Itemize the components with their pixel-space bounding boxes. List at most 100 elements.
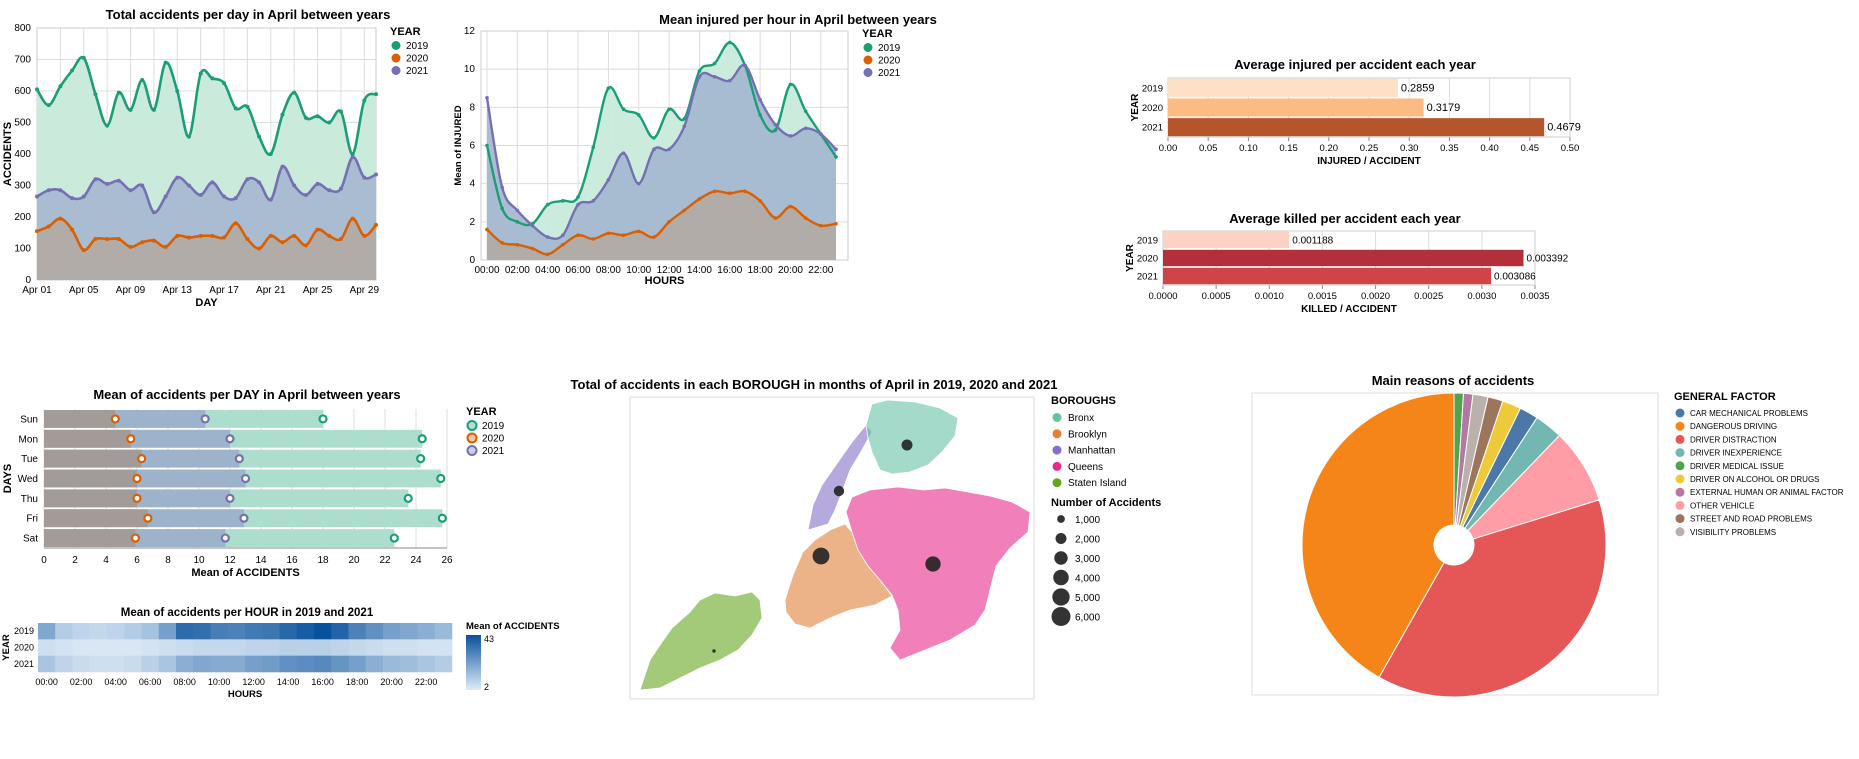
point-2020: [667, 220, 671, 224]
legend-title: GENERAL FACTOR: [1674, 391, 1776, 403]
legend-title: YEAR: [862, 28, 893, 40]
legend-swatch-EXTERNAL HUMAN OR ANIMAL FACTOR: [1675, 487, 1685, 497]
point-2019: [151, 107, 156, 112]
heat-cell-2020: [365, 639, 384, 656]
x-tick-label: Apr 05: [69, 285, 99, 296]
legend-swatch-Staten Island: [1052, 478, 1062, 488]
point-2020: [268, 233, 273, 238]
point-2021-Wed: [240, 473, 251, 484]
y-axis-title: YEAR: [1130, 93, 1141, 122]
point-2020: [819, 223, 823, 228]
point-2020-Mon: [126, 434, 136, 444]
point-2021: [163, 194, 168, 199]
x-tick-label: 16: [286, 555, 298, 566]
chart-avg-killed: 0.0000 0.0005 0.0010 0.0015 0.0020 0.0025 0.00…: [1125, 230, 1569, 315]
point-2021: [292, 183, 297, 188]
point-2019: [636, 113, 641, 117]
x-tick-label: 4: [103, 555, 109, 566]
point-2020: [500, 241, 504, 245]
heat-cell-2019: [279, 623, 298, 640]
point-2021: [819, 132, 823, 136]
point-2019: [621, 107, 626, 112]
heat-cell-2019: [141, 623, 160, 640]
heat-cell-2019: [262, 623, 280, 640]
chart-avg-injured: 0.00 0.05 0.10 0.15 0.20 0.25 0.30 0.35 0.40 0.45…: [1130, 77, 1581, 167]
heat-cell-2021: [107, 655, 125, 673]
heat-cell-2021: [434, 655, 453, 673]
x-tick-label: 0.40: [1480, 143, 1499, 154]
legend-min-label: 2: [484, 682, 489, 692]
heat-cell-2020: [383, 639, 401, 656]
point-2021: [606, 178, 611, 182]
point-2019: [773, 128, 778, 133]
point-2019: [697, 69, 702, 73]
point-2019: [500, 206, 504, 211]
borough-bubble-queens: [925, 556, 941, 572]
legend-label-DRIVER DISTRACTION: DRIVER DISTRACTION: [1690, 435, 1777, 444]
area-2020: [487, 190, 836, 260]
bar-2020: [1163, 249, 1524, 267]
heat-cell-2021: [176, 655, 194, 673]
point-2020: [163, 244, 168, 249]
point-2021: [245, 177, 250, 182]
point-2020: [222, 235, 227, 240]
legend-swatch-fill-2019: [467, 421, 477, 430]
point-2021-Thu: [225, 493, 235, 503]
point-2020: [682, 208, 687, 213]
legend-swatch-2019: [466, 420, 478, 431]
point-2020: [140, 240, 145, 245]
heat-cell-2021: [227, 655, 246, 673]
legend-swatch-Queens: [1052, 461, 1062, 471]
heat-cell-2019: [365, 623, 384, 640]
data-label-2020: 0.003392: [1527, 254, 1569, 265]
legend-label-2019: 2019: [482, 421, 505, 432]
point-2021: [58, 188, 63, 193]
point-2021: [210, 180, 215, 185]
point-2019: [303, 115, 308, 120]
point-2021-Fri: [239, 513, 249, 523]
y-tick-label: 2019: [1137, 236, 1158, 247]
y-tick-label: 2: [469, 217, 475, 228]
point-2019: [712, 61, 717, 66]
size-legend-label: 6,000: [1075, 613, 1100, 624]
x-tick-label: 14:00: [277, 677, 300, 687]
point-2020: [606, 231, 611, 236]
point-2020-Fri: [143, 513, 153, 523]
y-tick-label: 10: [464, 64, 476, 75]
x-tick-label: Apr 17: [209, 285, 239, 296]
point-2019: [834, 155, 838, 159]
point-2020: [485, 227, 489, 232]
y-tick-label: Sun: [20, 414, 38, 425]
legend-swatch-DANGEROUS DRIVING: [1675, 421, 1685, 431]
y-tick-label: 500: [14, 118, 31, 129]
point-2021: [500, 185, 504, 190]
y-axis-title: YEAR: [1125, 243, 1136, 272]
heat-cell-2021: [400, 655, 418, 673]
data-label-2019: 0.001188: [1292, 236, 1333, 247]
heat-cell-2019: [245, 623, 263, 640]
data-label-2021: 0.4679: [1547, 122, 1581, 134]
point-2019-Mon: [417, 434, 427, 444]
heat-cell-2019: [158, 623, 177, 640]
legend-label-2019: 2019: [878, 43, 901, 54]
size-legend-label: 5,000: [1075, 593, 1100, 604]
heat-cell-2019: [227, 623, 246, 640]
x-tick-label: 0.05: [1199, 143, 1218, 154]
point-2021: [682, 124, 687, 129]
heat-cell-2019: [400, 623, 418, 640]
legend-swatch-OTHER VEHICLE: [1675, 500, 1685, 510]
legend-swatch-2020: [466, 432, 478, 444]
point-2019: [186, 134, 191, 139]
point-2021: [151, 210, 156, 215]
point-2021: [280, 164, 285, 169]
point-2019: [140, 77, 145, 82]
legend-swatch-2019: [863, 43, 873, 52]
x-tick-label: 22:00: [415, 677, 438, 687]
x-tick-label: 18: [317, 555, 329, 566]
x-tick-label: 0.0015: [1308, 291, 1337, 302]
x-tick-label: 16:00: [717, 265, 742, 276]
y-tick-label: 2019: [14, 626, 34, 636]
point-2019: [268, 152, 273, 156]
point-2021: [697, 75, 702, 79]
